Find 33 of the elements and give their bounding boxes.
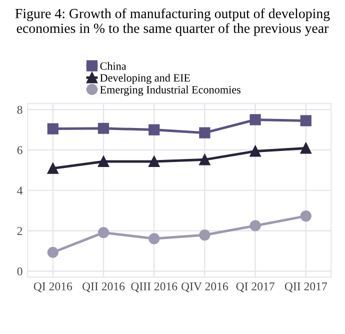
point bbox=[47, 123, 58, 134]
y-tick-label: 6 bbox=[17, 146, 22, 154]
y-tick-label: 4 bbox=[17, 186, 23, 194]
x-tick-label: QI 2017 bbox=[236, 282, 274, 292]
legend-label: Developing and EIE bbox=[100, 74, 190, 84]
y-tick-label: 8 bbox=[17, 106, 22, 114]
point bbox=[199, 229, 210, 241]
point bbox=[199, 154, 210, 166]
point bbox=[199, 127, 210, 138]
x-tick-label: QIV 2016 bbox=[182, 282, 228, 292]
point bbox=[47, 246, 58, 258]
point bbox=[47, 162, 58, 174]
point bbox=[98, 122, 110, 134]
point bbox=[250, 114, 261, 126]
point bbox=[148, 124, 160, 136]
legend-label: China bbox=[100, 62, 126, 70]
chart-title: Figure 4: Growth of manufacturing output of developing economies in % to the same quarter of the previous year bbox=[15, 8, 330, 36]
point bbox=[300, 142, 312, 154]
legend-label: Emerging Industrial Economies bbox=[100, 86, 240, 96]
x-tick-label: QIII 2016 bbox=[131, 282, 178, 292]
x-tick-label: QII 2017 bbox=[284, 282, 328, 292]
x-tick-label: QI 2016 bbox=[34, 282, 72, 292]
point bbox=[98, 156, 110, 168]
point bbox=[98, 227, 110, 238]
point bbox=[250, 220, 261, 232]
x-tick-label: QII 2016 bbox=[82, 282, 125, 292]
point bbox=[300, 210, 312, 222]
y-tick-label: 2 bbox=[17, 227, 22, 235]
point bbox=[300, 115, 312, 126]
point bbox=[148, 156, 160, 168]
y-tick-label: 0 bbox=[17, 267, 22, 276]
point bbox=[250, 146, 261, 157]
point bbox=[148, 233, 160, 244]
